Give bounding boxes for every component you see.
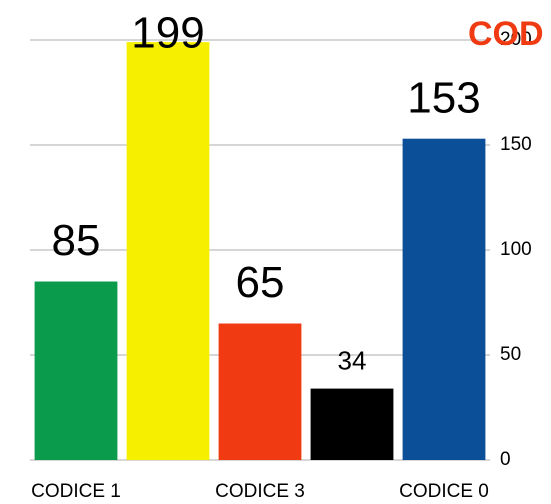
chart-title: COD [468, 15, 544, 53]
y-tick-label: 0 [500, 449, 511, 470]
data-label: 199 [131, 9, 204, 58]
bar [310, 388, 394, 460]
x-tick-label: CODICE 3 [215, 481, 305, 502]
bar [34, 281, 118, 460]
y-tick-label: 200 [500, 29, 532, 50]
bar [218, 323, 302, 460]
bar [402, 138, 486, 460]
x-tick-label: CODICE 0 [399, 481, 489, 502]
data-label: 85 [52, 216, 101, 265]
data-label: 65 [236, 258, 285, 307]
y-tick-label: 50 [500, 344, 521, 365]
y-tick-label: 150 [500, 134, 532, 155]
data-label: 34 [338, 345, 367, 375]
x-tick-label: CODICE 1 [31, 481, 121, 502]
bar [126, 42, 210, 460]
y-tick-label: 100 [500, 239, 532, 260]
data-label: 153 [407, 73, 480, 122]
